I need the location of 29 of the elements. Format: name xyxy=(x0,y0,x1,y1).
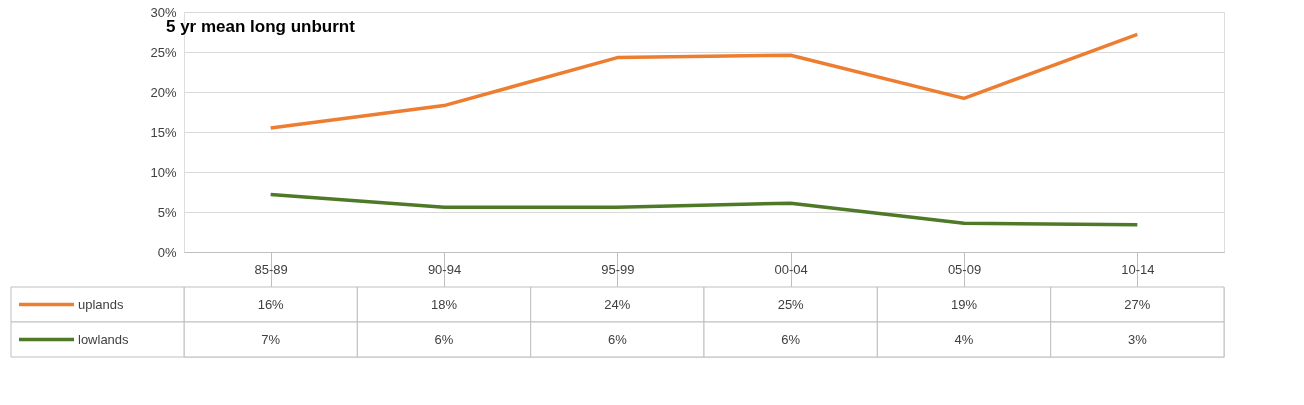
legend-label: uplands xyxy=(78,296,125,312)
data-label: 16% xyxy=(257,296,285,312)
x-tick-label: 00-04 xyxy=(774,261,808,277)
x-tick-label: 10-14 xyxy=(1121,261,1155,277)
data-label: 24% xyxy=(604,296,631,312)
data-label: 6% xyxy=(781,331,801,347)
data-label: 6% xyxy=(607,331,628,347)
y-tick-label: 15% xyxy=(150,124,177,140)
legend-label: lowlands xyxy=(78,331,130,347)
y-tick-label: 10% xyxy=(150,164,177,180)
data-label: 4% xyxy=(954,331,974,347)
x-tick-label: 90-94 xyxy=(427,261,462,277)
y-tick-label: 0% xyxy=(157,244,177,260)
data-label: 18% xyxy=(430,296,458,312)
x-tick-label: 95-99 xyxy=(601,261,635,277)
data-label: 6% xyxy=(434,331,454,347)
y-tick-label: 30% xyxy=(150,4,177,20)
data-label: 3% xyxy=(1127,331,1148,347)
x-tick-label: 85-89 xyxy=(254,261,288,277)
y-tick-label: 25% xyxy=(150,44,177,60)
x-tick-label: 05-09 xyxy=(947,261,982,277)
data-label: 7% xyxy=(261,331,281,347)
data-label: 19% xyxy=(950,296,978,312)
chart-title: 5 yr mean long unburnt xyxy=(165,17,356,36)
y-tick-label: 5% xyxy=(157,204,177,220)
y-tick-label: 20% xyxy=(150,84,177,100)
line-series xyxy=(268,192,1140,227)
data-label: 27% xyxy=(1124,296,1151,312)
data-label: 25% xyxy=(777,296,805,312)
